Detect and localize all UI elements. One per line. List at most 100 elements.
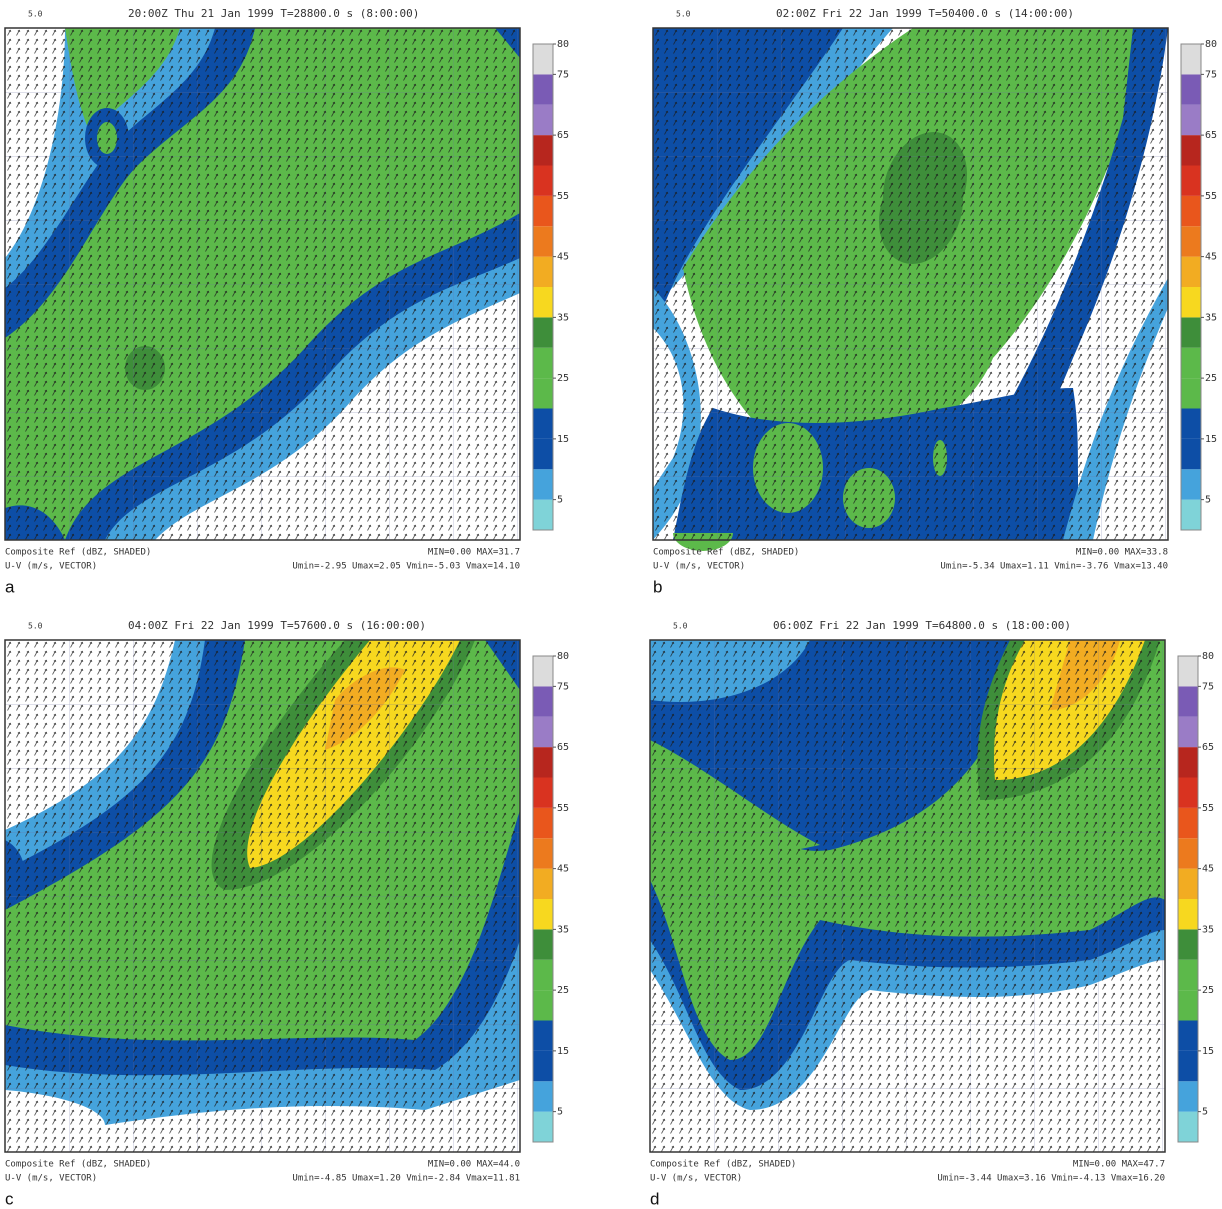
colorbar-bin [1181,226,1201,256]
colorbar-label: 25 [1202,985,1214,996]
field-label: Composite Ref (dBZ, SHADED) [5,1160,151,1170]
colorbar-bin [533,929,553,959]
colorbar-label: 5 [1205,495,1211,506]
colorbar-bin [533,287,553,317]
colorbar-bin [1178,656,1198,686]
colorbar-label: 15 [557,1046,569,1057]
colorbar-label: 5 [557,1107,563,1118]
colorbar-bin [533,469,553,499]
colorbar-bin [533,44,553,74]
panel-letter: c [5,1189,14,1208]
colorbar-label: 65 [1202,742,1214,753]
colorbar-bin [1178,1112,1198,1142]
colorbar-bin [1181,378,1201,408]
colorbar-label: 45 [557,252,569,263]
colorbar-label: 65 [557,742,569,753]
map [650,640,1165,1152]
colorbar-label: 55 [557,803,569,814]
colorbar-label: 35 [1202,924,1214,935]
colorbar-bin [1178,869,1198,899]
colorbar-label: 35 [1205,312,1217,323]
colorbar-label: 75 [557,69,569,80]
colorbar-bin [1178,899,1198,929]
colorbar-label: 45 [1202,864,1214,875]
colorbar-bin [1181,409,1201,439]
colorbar-bin [1178,717,1198,747]
colorbar-bin [1181,348,1201,378]
colorbar-bin [533,686,553,716]
colorbar-bin [1178,838,1198,868]
colorbar-label: 25 [557,373,569,384]
min-max: MIN=0.00 MAX=33.8 [1076,548,1168,558]
colorbar-bin [533,778,553,808]
colorbar-bin [1181,287,1201,317]
colorbar-label: 75 [557,681,569,692]
colorbar-label: 15 [1205,434,1217,445]
uv-range: Umin=-5.34 Umax=1.11 Vmin=-3.76 Vmax=13.… [940,562,1168,572]
panel-letter: b [653,577,662,596]
min-max: MIN=0.00 MAX=44.0 [428,1160,520,1170]
colorbar-bin [1178,808,1198,838]
colorbar-label: 15 [1202,1046,1214,1057]
wind-vectors [653,28,1168,540]
colorbar-bin [533,1051,553,1081]
corner-label: 5.0 [28,10,43,19]
corner-label: 5.0 [673,622,688,631]
colorbar-bin [1181,257,1201,287]
vector-label: U-V (m/s, VECTOR) [650,1174,742,1184]
vector-label: U-V (m/s, VECTOR) [653,562,745,572]
colorbar-label: 80 [557,39,569,50]
colorbar-label: 15 [557,434,569,445]
colorbar-bin [1181,135,1201,165]
colorbar-bin [533,500,553,530]
wind-vectors [650,640,1165,1152]
panel-letter: a [5,577,15,596]
colorbar-bin [533,808,553,838]
colorbar-bin [533,1112,553,1142]
field-label: Composite Ref (dBZ, SHADED) [5,548,151,558]
colorbar-bin [1178,1021,1198,1051]
panel: 5.0 02:00Z Fri 22 Jan 1999 T=50400.0 s (1… [648,0,1222,600]
vector-label: U-V (m/s, VECTOR) [5,1174,97,1184]
colorbar-bin [1181,196,1201,226]
colorbar-bin [1181,74,1201,104]
map [5,28,520,540]
colorbar-label: 55 [557,191,569,202]
colorbar-label: 35 [557,924,569,935]
panel-header: 02:00Z Fri 22 Jan 1999 T=50400.0 s (14:0… [776,7,1074,20]
colorbar-bin [533,135,553,165]
min-max: MIN=0.00 MAX=47.7 [1073,1160,1165,1170]
colorbar-bin [533,717,553,747]
colorbar-label: 55 [1202,803,1214,814]
min-max: MIN=0.00 MAX=31.7 [428,548,520,558]
uv-range: Umin=-4.85 Umax=1.20 Vmin=-2.84 Vmax=11.… [292,1174,520,1184]
figure: 5.0 20:00Z Thu 21 Jan 1999 T=28800.0 s (8… [0,0,1222,1209]
colorbar-bin [1178,747,1198,777]
colorbar-label: 80 [1205,39,1217,50]
colorbar-bin [533,838,553,868]
colorbar-label: 80 [557,651,569,662]
colorbar-bin [533,257,553,287]
colorbar-bin [533,960,553,990]
colorbar-bin [1181,44,1201,74]
colorbar-bin [533,869,553,899]
colorbar-label: 65 [557,130,569,141]
colorbar-bin [1178,1081,1198,1111]
colorbar-bin [533,196,553,226]
corner-label: 5.0 [676,10,691,19]
wind-vectors [5,640,520,1152]
panel-letter: d [650,1189,659,1208]
colorbar-bin [533,409,553,439]
field-label: Composite Ref (dBZ, SHADED) [653,548,799,558]
panel: 5.0 20:00Z Thu 21 Jan 1999 T=28800.0 s (8… [0,0,575,600]
colorbar-bin [533,348,553,378]
colorbar-bin [533,747,553,777]
colorbar-label: 55 [1205,191,1217,202]
colorbar-bin [533,166,553,196]
corner-label: 5.0 [28,622,43,631]
colorbar-label: 80 [1202,651,1214,662]
panel-header: 20:00Z Thu 21 Jan 1999 T=28800.0 s (8:00… [128,7,419,20]
colorbar-bin [533,105,553,135]
colorbar-bin [1178,929,1198,959]
